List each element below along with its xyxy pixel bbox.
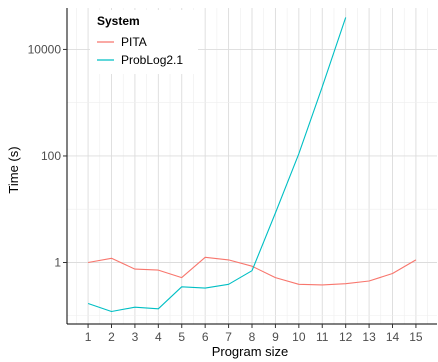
x-tick-label: 15 <box>409 330 423 344</box>
series-line-problog2-1 <box>87 17 347 313</box>
x-axis-title: Program size <box>212 344 289 359</box>
y-tick-label: 1 <box>54 255 61 269</box>
x-tick-label: 8 <box>249 330 256 344</box>
x-tick-label: 13 <box>362 330 376 344</box>
x-tick-label: 3 <box>132 330 139 344</box>
x-tick-label: 9 <box>272 330 279 344</box>
y-axis-title: Time (s) <box>6 146 21 193</box>
y-tick-label: 10000 <box>28 42 62 56</box>
x-tick-label: 14 <box>386 330 400 344</box>
series-lines <box>87 17 417 313</box>
x-tick-label: 6 <box>202 330 209 344</box>
x-tick-label: 4 <box>155 330 162 344</box>
x-tick-label: 10 <box>292 330 306 344</box>
legend-label-pita: PITA <box>121 35 147 49</box>
series-line-pita <box>88 256 417 286</box>
legend-title: System <box>97 14 140 28</box>
x-tick-label: 1 <box>85 330 92 344</box>
x-tick-label: 7 <box>225 330 232 344</box>
legend-label-problog: ProbLog2.1 <box>121 53 183 67</box>
x-tick-label: 11 <box>316 330 329 344</box>
legend: System PITA ProbLog2.1 <box>90 10 198 74</box>
x-tick-label: 2 <box>108 330 115 344</box>
y-tick-label: 100 <box>41 149 61 163</box>
x-tick-label: 12 <box>339 330 353 344</box>
x-tick-label: 5 <box>178 330 185 344</box>
